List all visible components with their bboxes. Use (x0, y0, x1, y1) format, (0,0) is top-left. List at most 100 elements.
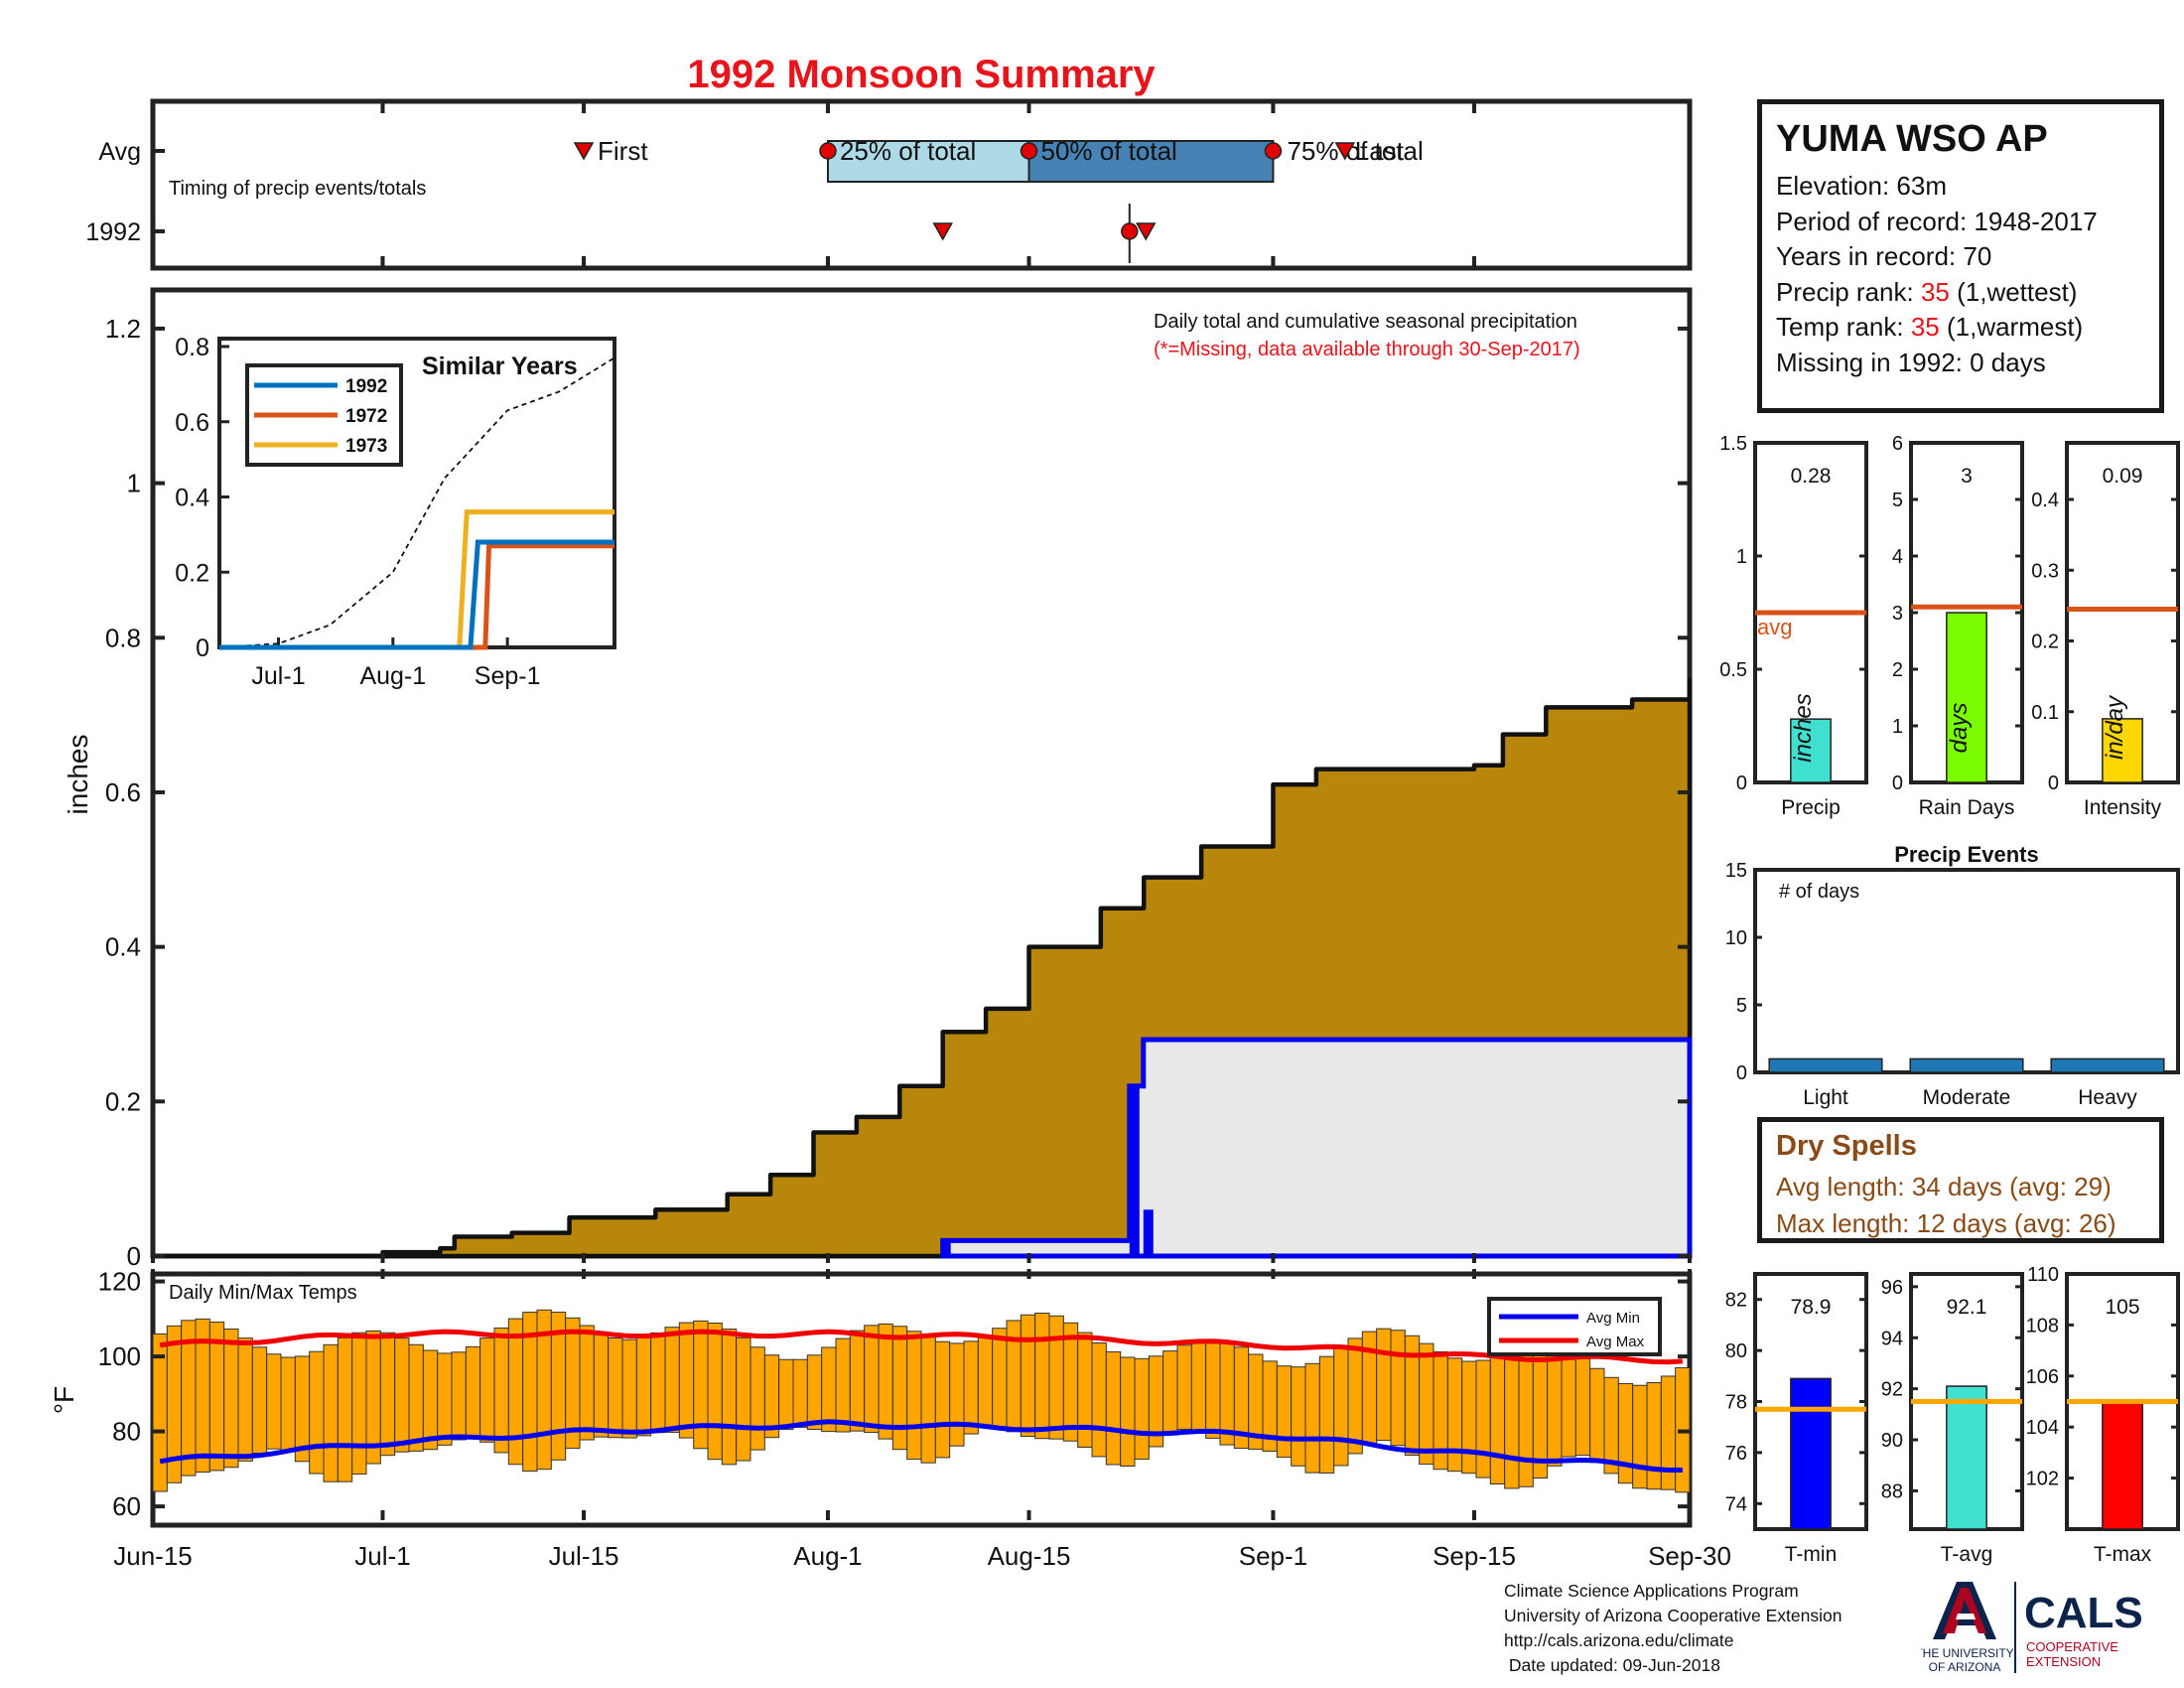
daily-temp-bar (963, 1340, 979, 1435)
intensity-summary-label: Intensity (2084, 796, 2162, 819)
daily-temp-bar (736, 1336, 751, 1462)
daily-temp-bar (806, 1354, 823, 1431)
tmin-summary-y-tick-0: 74 (1725, 1493, 1747, 1515)
avg-max-legend-label: Avg Max (1586, 1334, 1645, 1350)
similar-years-y-ticks: 0 0.2 0.4 0.6 0.8 (175, 334, 229, 662)
tmin-summary-y-tick-2: 78 (1725, 1392, 1747, 1414)
tmax-summary-value: 105 (2105, 1296, 2139, 1319)
daily-temp-bar (977, 1335, 994, 1428)
cals-coop-2: EXTENSION (2026, 1654, 2101, 1669)
x-tick-label-5: Sep-1 (1239, 1541, 1307, 1571)
x-tick-label-3: Aug-1 (793, 1541, 862, 1571)
daily-temp-bar (323, 1343, 339, 1482)
daily-temp-bar (934, 1340, 951, 1459)
timing-box-late (1027, 140, 1275, 183)
date-x-axis: Jun-15 Jul-1 Jul-15 Aug-1 Aug-15 Sep-1 Sep-15 S… (113, 103, 1731, 1571)
rain-days-summary-y-tick-0: 0 (1892, 773, 1903, 794)
temp-summary-bars: 74 76 78 80 82 78.9 T-min 88 90 92 94 96 92.1 T-avg 10… (1725, 1264, 2180, 1566)
inset-legend-label-1992: 1992 (345, 376, 387, 397)
tmin-summary-y-tick-1: 76 (1725, 1443, 1747, 1465)
temp-rank-value: 35 (1910, 312, 1940, 342)
daily-temp-bar (1660, 1375, 1677, 1490)
timing-boxes (826, 140, 1275, 183)
tmax-summary-label: T-max (2094, 1543, 2152, 1566)
tavg-summary-y-tick-3: 94 (1881, 1328, 1903, 1349)
precip-panel: 0 0.2 0.4 0.6 0.8 1 1.2 inches Daily total and… (63, 287, 1693, 1271)
inset-x-tick-label-1: Aug-1 (359, 662, 426, 690)
temp-y-ticks: 60 80 100 120 (98, 1267, 1690, 1521)
precip-summary-avg-label: avg (1757, 615, 1792, 639)
intensity-summary-y-tick-0: 0 (2048, 773, 2059, 794)
daily-temp-bar (394, 1337, 410, 1453)
dry-spells-box: Dry Spells Avg length: 34 days (avg: 29)… (1757, 1117, 2164, 1243)
similar-years-legend-items: 1992 1972 1973 (254, 376, 387, 457)
footer-credits: Climate Science Applications Program Uni… (1504, 1579, 1842, 1678)
season-precip-area (940, 1037, 1693, 1259)
precip-y-tick-label-0: 0 (127, 1241, 141, 1271)
inset-y-tick-label-3: 0.6 (175, 409, 209, 437)
daily-temp-bar (792, 1358, 808, 1428)
temp-legend (1487, 1297, 1662, 1356)
daily-temp-bar (949, 1342, 965, 1447)
precip-y-tick-label-3: 0.6 (105, 777, 141, 807)
rain-days-summary-value: 3 (1961, 465, 1973, 488)
daily-temp-bar (920, 1336, 936, 1464)
daily-temp-bar (251, 1346, 268, 1455)
daily-temp-bar (1547, 1343, 1563, 1467)
daily-temp-bar (1276, 1365, 1293, 1459)
tmax-summary-y-tick-2: 106 (2026, 1366, 2059, 1388)
inset-legend-label-1972: 1972 (345, 406, 387, 427)
daily-temp-bar (721, 1329, 738, 1466)
avg-last-marker (1334, 142, 1356, 161)
intensity-summary-unit: in/day (2102, 694, 2128, 760)
daily-temp-bar (1504, 1349, 1520, 1489)
tmax-summary-y-tick-0: 102 (2026, 1469, 2059, 1490)
daily-temp-bar (1304, 1362, 1320, 1474)
avg-q75-marker (1264, 142, 1283, 160)
cals-logo: CALS COOPERATIVE EXTENSION (2024, 1589, 2143, 1669)
avg-q25-marker (819, 142, 837, 160)
events-bar-light (1768, 1057, 1883, 1073)
rain-days-summary-y-tick-3: 3 (1892, 603, 1903, 625)
daily-temp-bar (593, 1332, 610, 1438)
daily-temp-bar (337, 1336, 353, 1482)
rain-days-summary-label: Rain Days (1919, 796, 2015, 819)
daily-temp-bar (1532, 1342, 1549, 1478)
similar-years-x-ticks: Jul-1 Aug-1 Sep-1 (251, 637, 540, 690)
avg-temp-lines (159, 1329, 1683, 1473)
precip-rank-value: 35 (1920, 276, 1950, 307)
similar-years-frame (217, 337, 616, 649)
precip-y-tick-label-2: 0.4 (105, 932, 141, 962)
daily-temp-bar (1632, 1384, 1648, 1489)
station-period: Period of record: 1948-2017 (1776, 206, 2098, 236)
daily-temp-bar (878, 1323, 893, 1440)
daily-temp-bar (1617, 1382, 1634, 1484)
avg-first-marker (573, 142, 595, 161)
temp-rank-suffix: (1,warmest) (1939, 312, 2084, 342)
station-temp-rank: Temp rank: 35 (1,warmest) (1776, 310, 2145, 346)
daily-temp-bar (1105, 1350, 1122, 1466)
precip-missing-note: (*=Missing, data available through 30-Se… (1154, 339, 1580, 360)
precip-summary-value: 0.28 (1791, 465, 1832, 488)
tavg-summary-value: 92.1 (1947, 1296, 1987, 1319)
year-last-marker (1135, 222, 1157, 241)
daily-temp-bar (1318, 1355, 1335, 1474)
rain-days-summary-y-tick-2: 2 (1892, 659, 1903, 681)
temp-y-tick-label-0: 60 (112, 1491, 141, 1521)
daily-temp-bar (778, 1358, 794, 1430)
precip-summary-y-tick-0: 0 (1736, 773, 1747, 794)
daily-temp-bar (608, 1336, 623, 1439)
daily-temp-bar (621, 1338, 637, 1439)
temp-y-tick-label-1: 80 (112, 1417, 141, 1447)
avg-q50-label: 50% of total (1041, 136, 1177, 166)
inset-y-tick-label-0: 0 (196, 634, 209, 662)
figure-title: 1992 Monsoon Summary (687, 53, 1156, 96)
daily-temp-bar (1205, 1338, 1221, 1439)
rain-days-summary-y-tick-5: 5 (1892, 490, 1903, 511)
daily-temp-bar (1020, 1314, 1036, 1438)
rain-days-summary-unit: days (1946, 703, 1973, 754)
daily-temp-bar (1446, 1357, 1463, 1473)
daily-temp-bar (1646, 1381, 1662, 1490)
tmin-summary-y-tick-4: 82 (1725, 1290, 1747, 1312)
